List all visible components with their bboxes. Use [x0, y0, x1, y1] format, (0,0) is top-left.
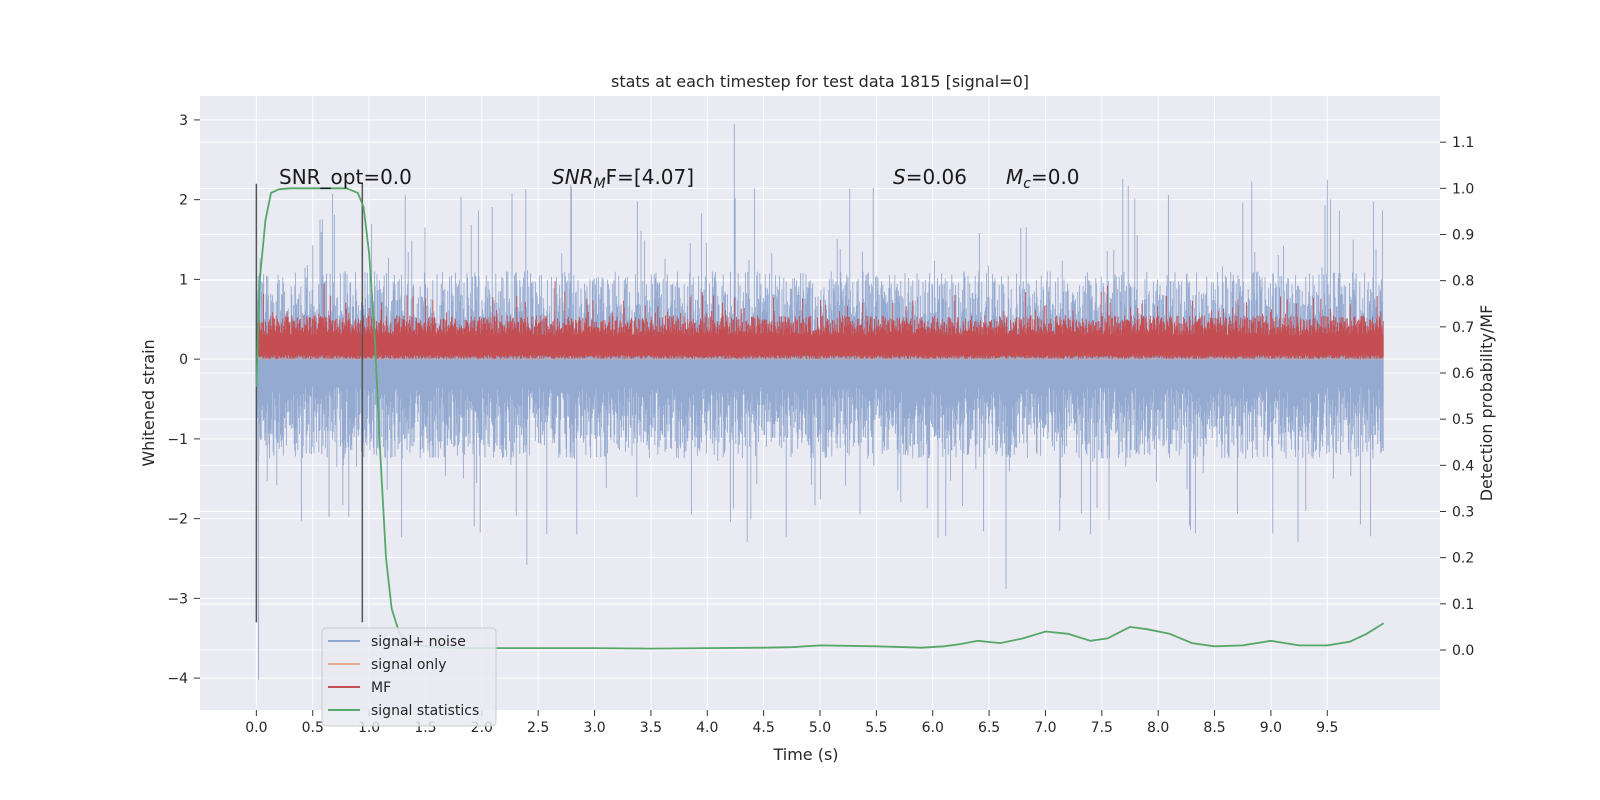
annotation-snr-opt: SNR_opt=0.0 [279, 165, 412, 189]
annotation-s: S=0.06 [893, 165, 967, 189]
y-right-tick-label: 0.8 [1452, 274, 1474, 290]
legend-label-mf: MF [371, 680, 391, 696]
y-axis-ticks: 3 2 1 0 −1 −2 −3 −4 [167, 113, 200, 687]
legend: signal+ noise signal only MF signal stat… [321, 627, 497, 727]
x-tick-label: 3.5 [640, 720, 662, 736]
y-tick-label: 1 [179, 272, 188, 288]
mc-subscript: c [1023, 176, 1031, 192]
legend-label-signal-only: signal only [371, 657, 446, 673]
snr-mf-subscript: M [594, 176, 606, 192]
mc-suffix: =0.0 [1031, 165, 1080, 189]
s-suffix: =0.06 [906, 165, 967, 189]
legend-label-signal-statistics: signal statistics [371, 703, 479, 719]
y-right-tick-label: 0.7 [1452, 320, 1474, 336]
y-right-axis-label: Detection probability/MF [1477, 305, 1496, 502]
y-right-tick-label: 0.5 [1452, 412, 1474, 428]
x-tick-label: 5.5 [865, 720, 887, 736]
y-tick-label: 0 [179, 352, 188, 368]
x-tick-label: 2.5 [527, 720, 549, 736]
x-tick-label: 3.0 [583, 720, 605, 736]
x-tick-label: 0.5 [302, 720, 324, 736]
y-tick-label: −2 [167, 512, 188, 528]
x-tick-label: 9.5 [1316, 720, 1338, 736]
x-tick-label: 9.0 [1260, 720, 1282, 736]
marker-lines [255, 183, 364, 623]
x-tick-label: 4.0 [696, 720, 718, 736]
y-axis-label: Whitened strain [139, 339, 158, 466]
x-tick-label: 8.5 [1203, 720, 1225, 736]
y-tick-label: 2 [179, 193, 188, 209]
snr-mf-suffix: F=[4.07] [606, 165, 694, 189]
x-tick-label: 5.0 [809, 720, 831, 736]
y-tick-label: −3 [167, 591, 188, 607]
y-right-tick-label: 0.4 [1452, 458, 1474, 474]
y-right-tick-label: 1.1 [1452, 135, 1474, 151]
x-tick-label: 4.5 [753, 720, 775, 736]
x-axis-label: Time (s) [772, 745, 838, 764]
x-tick-label: 6.0 [922, 720, 944, 736]
x-tick-label: 0.0 [245, 720, 267, 736]
annotation-mc: Mc=0.0 [1006, 165, 1080, 192]
y-right-tick-label: 0.1 [1452, 597, 1474, 613]
annotation-snr-mf: SNRMF=[4.07] [552, 165, 694, 192]
y-right-tick-label: 0.0 [1452, 643, 1474, 659]
signal-statistics-line [255, 187, 1385, 650]
mc-prefix: M [1006, 165, 1023, 189]
y-tick-label: 3 [179, 113, 188, 129]
chart-title: stats at each timestep for test data 181… [611, 72, 1029, 91]
y-right-tick-label: 0.6 [1452, 366, 1474, 382]
legend-label-signal-noise: signal+ noise [371, 634, 466, 650]
legend-box [321, 627, 497, 727]
x-tick-label: 8.0 [1147, 720, 1169, 736]
x-tick-label: 6.5 [978, 720, 1000, 736]
x-tick-label: 7.0 [1034, 720, 1056, 736]
y-tick-label: −4 [167, 671, 188, 687]
snr-mf-prefix: SNR [552, 165, 594, 189]
y-right-tick-label: 0.9 [1452, 227, 1474, 243]
x-tick-label: 7.5 [1091, 720, 1113, 736]
y-tick-label: −1 [167, 432, 188, 448]
y-right-axis-ticks: 1.1 1.0 0.9 0.8 0.7 0.6 0.5 0.4 0.3 0.2 0.1 0.0 [1440, 135, 1474, 659]
y-right-tick-label: 0.2 [1452, 551, 1474, 567]
signal-statistics-series [255, 187, 1385, 650]
y-right-tick-label: 0.3 [1452, 504, 1474, 520]
y-right-tick-label: 1.0 [1452, 181, 1474, 197]
s-prefix: S [893, 165, 906, 189]
